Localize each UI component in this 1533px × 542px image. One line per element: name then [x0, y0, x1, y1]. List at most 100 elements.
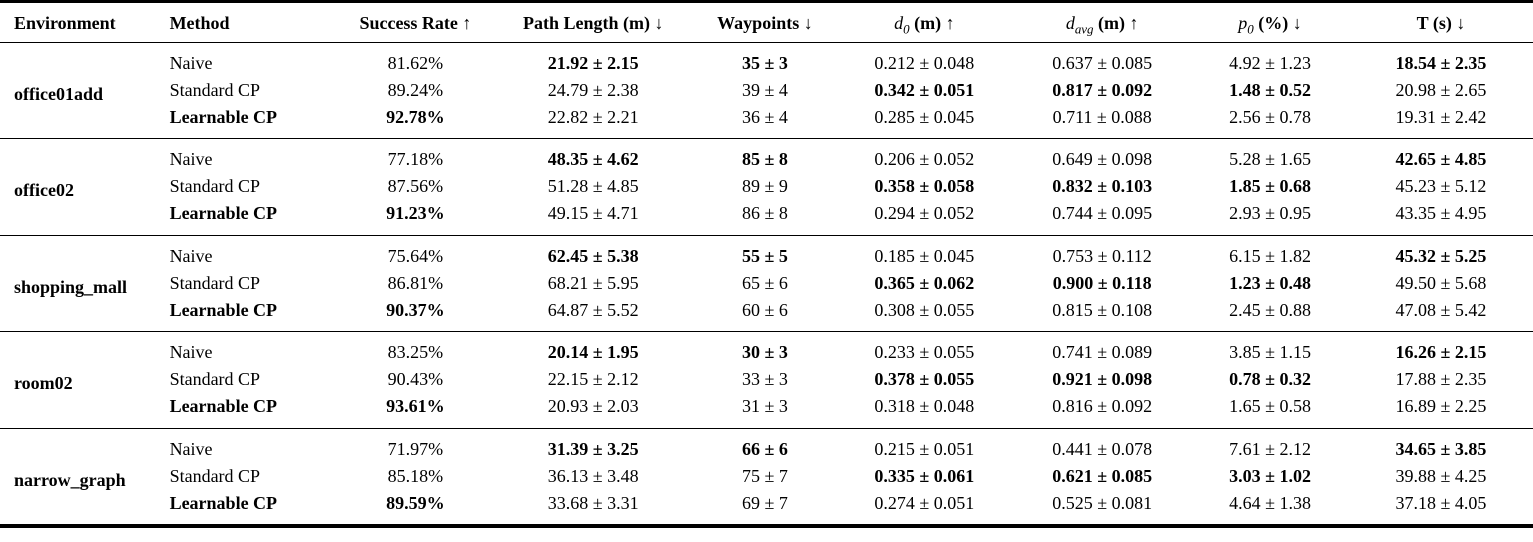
value-cell-waypoints: 85 ± 8	[694, 138, 836, 174]
table-row: Learnable CP 92.78% 22.82 ± 2.21 36 ± 4 0.28…	[0, 104, 1533, 139]
value-cell-time: 34.65 ± 3.85	[1348, 427, 1533, 463]
value-cell-davg: 0.637 ± 0.085	[1052, 53, 1153, 73]
value-cell-path-length: 22.15 ± 2.12	[547, 369, 639, 390]
value-cell-success-rate: 91.23%	[386, 203, 445, 224]
value-cell-waypoints: 55 ± 5	[694, 234, 836, 270]
value-cell-path-length: 22.82 ± 2.21	[547, 106, 639, 127]
method-cell: Learnable CP	[169, 106, 278, 127]
table-header: Environment Method Success Rate ↑ Path Leng…	[0, 1, 1533, 43]
value-cell-path-length: 31.39 ± 3.25	[492, 427, 695, 463]
value-cell-d0: 0.212 ± 0.048	[874, 53, 975, 73]
value-cell-davg: 0.441 ± 0.078	[1013, 427, 1192, 463]
column-header-d0: d0 (m) ↑	[835, 1, 1014, 43]
value-cell-p0: 1.85 ± 0.68	[1229, 176, 1311, 197]
value-cell-p0: 7.61 ± 2.12	[1191, 427, 1349, 463]
value-cell-time: 16.89 ± 2.25	[1395, 396, 1487, 417]
value-cell-davg: 0.816 ± 0.092	[1052, 396, 1153, 417]
column-header-time: T (s) ↓	[1348, 1, 1533, 43]
column-header-p0: p0 (%) ↓	[1191, 1, 1349, 43]
value-cell-d0: 0.233 ± 0.055	[835, 331, 1014, 367]
value-cell-success-rate: 83.25%	[338, 331, 493, 367]
value-cell-path-length: 24.79 ± 2.38	[547, 79, 639, 100]
method-cell: Learnable CP	[169, 203, 278, 224]
method-cell: Standard CP	[169, 79, 261, 100]
value-cell-path-length: 48.35 ± 4.62	[492, 138, 695, 174]
value-cell-d0: 0.274 ± 0.051	[874, 492, 975, 513]
value-cell-p0: 3.85 ± 1.15	[1191, 331, 1349, 367]
table-row: narrow_graph Naive 71.97% 31.39 ± 3.25 66 ± …	[0, 427, 1533, 527]
value-cell-waypoints: 86 ± 8	[741, 203, 788, 224]
math-variable: p0	[1238, 13, 1254, 37]
value-cell-p0: 1.23 ± 0.48	[1229, 272, 1311, 293]
down-arrow-icon: ↓	[1456, 13, 1466, 33]
value-cell-d0: 0.342 ± 0.051	[874, 79, 975, 100]
value-cell-davg: 0.744 ± 0.095	[1052, 203, 1153, 224]
value-cell-p0: 4.92 ± 1.23	[1229, 53, 1311, 73]
value-cell-time: 16.26 ± 2.15	[1348, 331, 1533, 367]
environment-cell: office02	[0, 138, 166, 236]
value-cell-p0: 5.28 ± 1.65	[1191, 138, 1349, 174]
down-arrow-icon: ↓	[654, 13, 664, 33]
value-cell-waypoints: 65 ± 6	[741, 272, 788, 293]
down-arrow-icon: ↓	[803, 13, 813, 33]
value-cell-success-rate: 89.59%	[386, 492, 445, 513]
value-cell-d0: 0.335 ± 0.061	[874, 465, 975, 486]
table-row: office02 Naive 77.18% 48.35 ± 4.62 85 ± 8 0.2…	[0, 138, 1533, 236]
value-cell-path-length: 36.13 ± 3.48	[547, 465, 639, 486]
value-cell-success-rate: 90.43%	[387, 369, 444, 390]
table-row: Learnable CP 93.61% 20.93 ± 2.03 31 ± 3 0.31…	[0, 393, 1533, 428]
value-cell-path-length: 20.93 ± 2.03	[547, 396, 639, 417]
value-cell-waypoints: 30 ± 3	[694, 331, 836, 367]
value-cell-davg: 0.649 ± 0.098	[1013, 138, 1192, 174]
value-cell-davg: 0.741 ± 0.089	[1013, 331, 1192, 367]
up-arrow-icon: ↑	[945, 13, 955, 33]
value-cell-time: 37.18 ± 4.05	[1395, 492, 1487, 513]
benchmark-table: Environment Method Success Rate ↑ Path Leng…	[0, 0, 1533, 529]
value-cell-success-rate: 86.81%	[387, 272, 444, 293]
method-cell: Standard CP	[169, 369, 261, 390]
value-cell-path-length: 21.92 ± 2.15	[547, 53, 639, 73]
value-cell-path-length: 49.15 ± 4.71	[547, 203, 639, 224]
value-cell-waypoints: 33 ± 3	[741, 369, 788, 390]
value-cell-d0: 0.318 ± 0.048	[874, 396, 975, 417]
value-cell-path-length: 20.14 ± 1.95	[492, 331, 695, 367]
value-cell-time: 49.50 ± 5.68	[1395, 272, 1487, 293]
value-cell-d0: 0.365 ± 0.062	[874, 272, 975, 293]
value-cell-davg: 0.815 ± 0.108	[1052, 299, 1153, 320]
value-cell-time: 19.31 ± 2.42	[1395, 106, 1487, 127]
value-cell-p0: 0.78 ± 0.32	[1229, 369, 1311, 390]
value-cell-path-length: 33.68 ± 3.31	[547, 492, 639, 513]
value-cell-waypoints: 39 ± 4	[741, 79, 788, 100]
value-cell-davg: 0.832 ± 0.103	[1052, 176, 1153, 197]
column-header-davg: davg (m) ↑	[1013, 1, 1192, 43]
value-cell-success-rate: 75.64%	[338, 234, 493, 270]
value-cell-waypoints: 60 ± 6	[741, 299, 788, 320]
value-cell-path-length: 51.28 ± 4.85	[547, 176, 639, 197]
value-cell-time: 18.54 ± 2.35	[1395, 53, 1487, 73]
value-cell-time: 20.98 ± 2.65	[1395, 79, 1487, 100]
table-row: Standard CP 87.56% 51.28 ± 4.85 89 ± 9 0.358…	[0, 173, 1533, 200]
value-cell-success-rate: 71.97%	[338, 427, 493, 463]
table-body: office01add Naive 81.62% 21.92 ± 2.15 35 ± 3…	[0, 43, 1533, 527]
value-cell-davg: 0.711 ± 0.088	[1052, 106, 1152, 127]
value-cell-davg: 0.621 ± 0.085	[1052, 465, 1153, 486]
value-cell-success-rate: 87.56%	[387, 176, 444, 197]
column-header-environment: Environment	[0, 1, 166, 43]
column-header-waypoints: Waypoints ↓	[694, 1, 836, 43]
value-cell-davg: 0.921 ± 0.098	[1052, 369, 1153, 390]
value-cell-success-rate: 81.62%	[387, 53, 444, 73]
table-row: shopping_mall Naive 75.64% 62.45 ± 5.38 55 ±…	[0, 234, 1533, 332]
environment-cell: narrow_graph	[0, 427, 166, 527]
value-cell-path-length: 68.21 ± 5.95	[547, 272, 639, 293]
value-cell-time: 39.88 ± 4.25	[1395, 465, 1487, 486]
value-cell-p0: 4.64 ± 1.38	[1229, 492, 1311, 513]
value-cell-p0: 2.93 ± 0.95	[1229, 203, 1311, 224]
table-row: room02 Naive 83.25% 20.14 ± 1.95 30 ± 3 0.233…	[0, 331, 1533, 429]
value-cell-time: 42.65 ± 4.85	[1348, 138, 1533, 174]
method-cell: Standard CP	[169, 176, 261, 197]
value-cell-time: 47.08 ± 5.42	[1395, 299, 1487, 320]
value-cell-success-rate: 90.37%	[386, 299, 445, 320]
table-row: Standard CP 89.24% 24.79 ± 2.38 39 ± 4 0.342…	[0, 77, 1533, 104]
value-cell-time: 17.88 ± 2.35	[1395, 369, 1487, 390]
value-cell-d0: 0.358 ± 0.058	[874, 176, 975, 197]
